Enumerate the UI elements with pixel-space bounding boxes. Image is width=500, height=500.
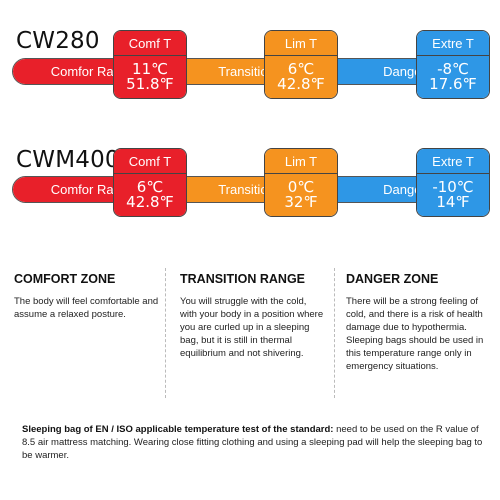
limit-temp-label: Lim T (265, 149, 337, 174)
limit-temp-fahrenheit: 32℉ (284, 193, 318, 211)
footer-note-text: need to be used on the R value of 8.5 ai… (22, 424, 483, 461)
extreme-temp-fahrenheit: 17.6℉ (429, 75, 477, 93)
comfort-zone-title: COMFORT ZONE (14, 272, 116, 286)
column-divider (165, 268, 166, 398)
danger-zone-text: There will be a strong feeling of cold, … (346, 296, 484, 372)
transition-range-section: TRANSITION RANGE You will struggle with … (180, 272, 325, 360)
comfort-temp-label: Comf T (114, 149, 186, 174)
comfort-temp-label: Comf T (114, 31, 186, 56)
comfort-temp-celsius: 11℃ (132, 60, 168, 78)
limit-temp-celsius: 6℃ (287, 60, 315, 78)
transition-range-text: You will struggle with the cold, with yo… (180, 296, 324, 359)
extreme-temp-label: Extre T (417, 31, 489, 56)
danger-zone-title: DANGER ZONE (346, 272, 439, 286)
comfort-temp-fahrenheit: 51.8℉ (126, 75, 174, 93)
extreme-temp-box: Extre T -8℃ 17.6℉ (416, 30, 490, 99)
model-name: CWM400 (16, 147, 120, 173)
limit-temp-box: Lim T 0℃ 32℉ (264, 148, 338, 217)
comfort-temp-celsius: 6℃ (136, 178, 164, 196)
limit-temp-box: Lim T 6℃ 42.8℉ (264, 30, 338, 99)
limit-temp-label: Lim T (265, 31, 337, 56)
column-divider (334, 268, 335, 398)
footer-note-bold: Sleeping bag of EN / ISO applicable temp… (22, 424, 334, 435)
model-name: CW280 (16, 28, 100, 54)
comfort-temp-fahrenheit: 42.8℉ (126, 193, 174, 211)
footer-note: Sleeping bag of EN / ISO applicable temp… (22, 423, 484, 462)
comfort-zone-section: COMFORT ZONE The body will feel comforta… (14, 272, 164, 321)
extreme-temp-box: Extre T -10℃ 14℉ (416, 148, 490, 217)
extreme-temp-celsius: -8℃ (437, 60, 469, 78)
extreme-temp-fahrenheit: 14℉ (436, 193, 470, 211)
limit-temp-fahrenheit: 42.8℉ (277, 75, 325, 93)
comfort-zone-text: The body will feel comfortable and assum… (14, 296, 159, 320)
comfort-temp-box: Comf T 6℃ 42.8℉ (113, 148, 187, 217)
transition-range-title: TRANSITION RANGE (180, 272, 305, 286)
danger-zone-section: DANGER ZONE There will be a strong feeli… (346, 272, 491, 373)
extreme-temp-label: Extre T (417, 149, 489, 174)
extreme-temp-celsius: -10℃ (432, 178, 474, 196)
limit-temp-celsius: 0℃ (287, 178, 315, 196)
comfort-temp-box: Comf T 11℃ 51.8℉ (113, 30, 187, 99)
